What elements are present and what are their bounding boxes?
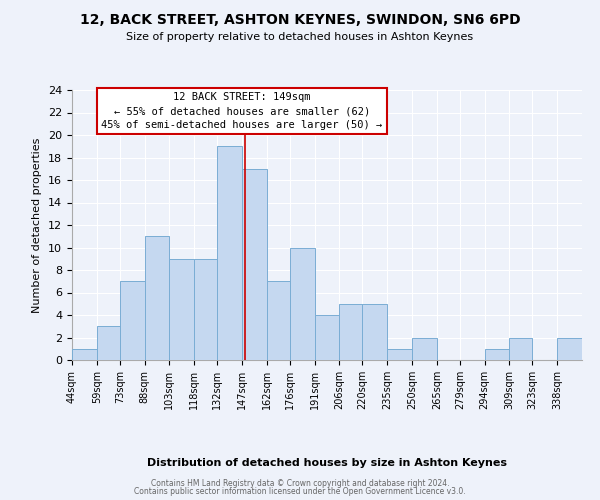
Bar bbox=[72, 349, 97, 360]
Bar bbox=[362, 304, 387, 360]
Text: Distribution of detached houses by size in Ashton Keynes: Distribution of detached houses by size … bbox=[147, 458, 507, 468]
Y-axis label: Number of detached properties: Number of detached properties bbox=[32, 138, 43, 312]
Bar bbox=[242, 169, 267, 360]
Bar bbox=[557, 338, 582, 360]
Text: Size of property relative to detached houses in Ashton Keynes: Size of property relative to detached ho… bbox=[127, 32, 473, 42]
Bar bbox=[314, 315, 340, 360]
Text: Contains HM Land Registry data © Crown copyright and database right 2024.: Contains HM Land Registry data © Crown c… bbox=[151, 478, 449, 488]
Bar bbox=[120, 281, 145, 360]
Text: 12 BACK STREET: 149sqm
← 55% of detached houses are smaller (62)
45% of semi-det: 12 BACK STREET: 149sqm ← 55% of detached… bbox=[101, 92, 383, 130]
Bar bbox=[267, 281, 290, 360]
Bar bbox=[169, 259, 194, 360]
Bar bbox=[387, 349, 412, 360]
Bar bbox=[290, 248, 314, 360]
Bar bbox=[412, 338, 437, 360]
Text: Contains public sector information licensed under the Open Government Licence v3: Contains public sector information licen… bbox=[134, 487, 466, 496]
Bar bbox=[340, 304, 362, 360]
Bar bbox=[485, 349, 509, 360]
Text: 12, BACK STREET, ASHTON KEYNES, SWINDON, SN6 6PD: 12, BACK STREET, ASHTON KEYNES, SWINDON,… bbox=[80, 12, 520, 26]
Bar bbox=[217, 146, 242, 360]
Bar bbox=[509, 338, 532, 360]
Bar bbox=[145, 236, 169, 360]
Bar bbox=[194, 259, 217, 360]
Bar bbox=[97, 326, 120, 360]
